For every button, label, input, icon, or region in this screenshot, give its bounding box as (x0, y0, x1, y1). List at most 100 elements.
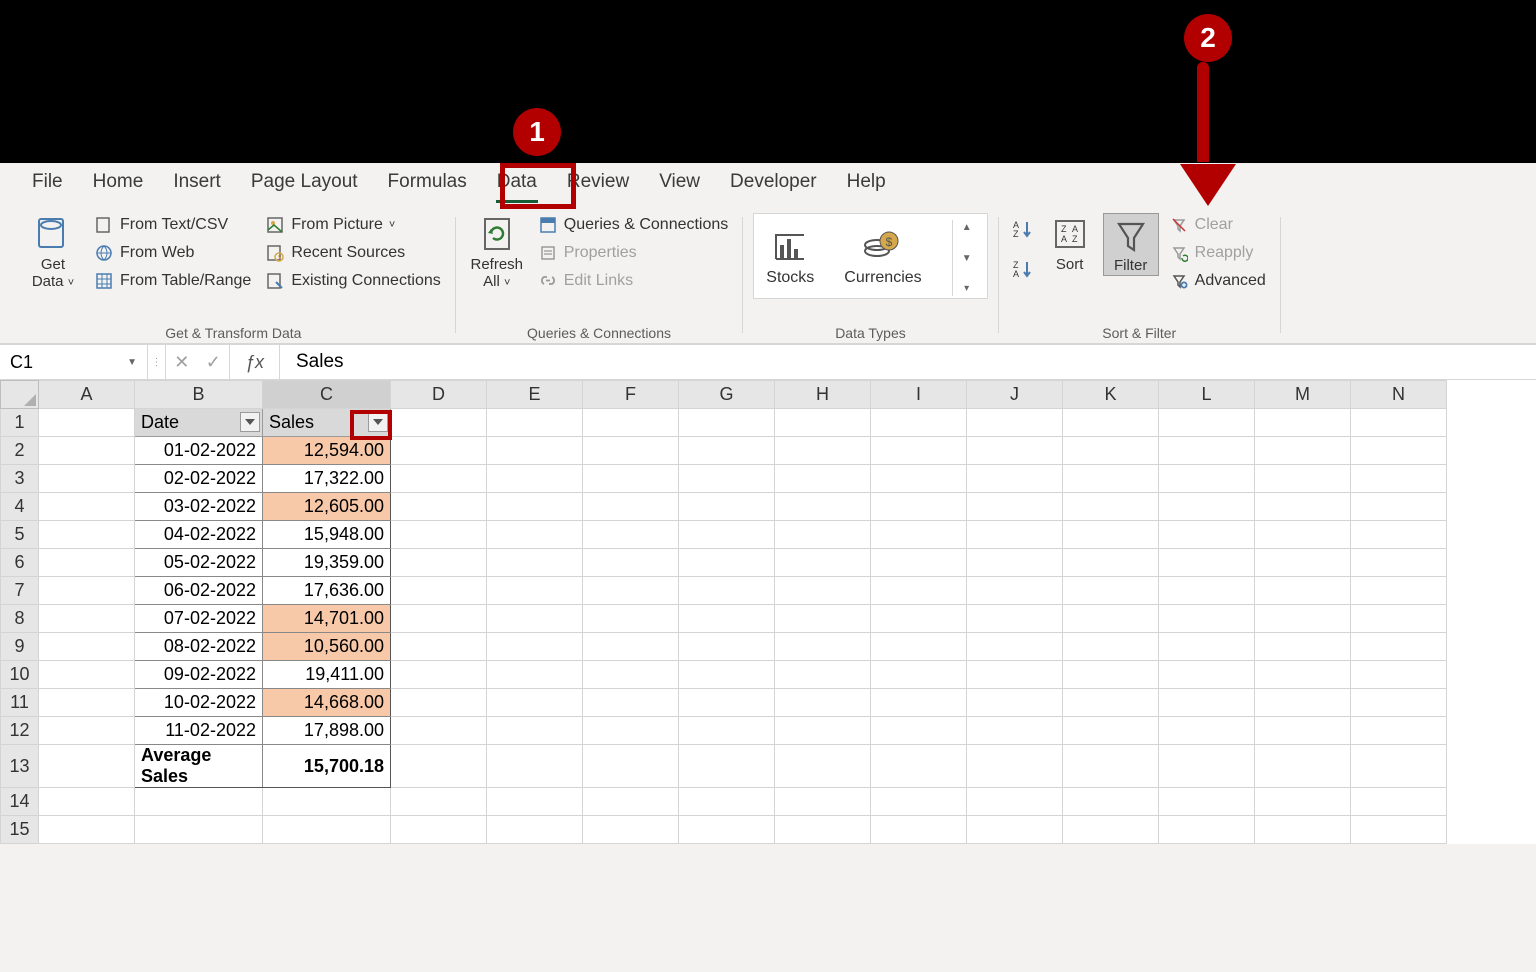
cell-B12[interactable]: 11-02-2022 (135, 717, 263, 745)
cell-L1[interactable] (1159, 409, 1255, 437)
cell-G4[interactable] (679, 493, 775, 521)
cell-D5[interactable] (391, 521, 487, 549)
advanced-button[interactable]: Advanced (1165, 269, 1270, 293)
cell-H10[interactable] (775, 661, 871, 689)
cell-I4[interactable] (871, 493, 967, 521)
cell-G14[interactable] (679, 788, 775, 816)
cell-M1[interactable] (1255, 409, 1351, 437)
cell-M6[interactable] (1255, 549, 1351, 577)
cell-D14[interactable] (391, 788, 487, 816)
cell-J13[interactable] (967, 745, 1063, 788)
cell-C15[interactable] (263, 816, 391, 844)
name-box[interactable]: C1▼ (0, 345, 148, 379)
cell-B10[interactable]: 09-02-2022 (135, 661, 263, 689)
cell-E9[interactable] (487, 633, 583, 661)
cell-D2[interactable] (391, 437, 487, 465)
cell-C13[interactable]: 15,700.18 (263, 745, 391, 788)
cell-M4[interactable] (1255, 493, 1351, 521)
cell-A5[interactable] (39, 521, 135, 549)
cell-C7[interactable]: 17,636.00 (263, 577, 391, 605)
cell-E3[interactable] (487, 465, 583, 493)
cell-I6[interactable] (871, 549, 967, 577)
cell-N3[interactable] (1351, 465, 1447, 493)
cell-L8[interactable] (1159, 605, 1255, 633)
cell-J14[interactable] (967, 788, 1063, 816)
cell-G7[interactable] (679, 577, 775, 605)
cell-N7[interactable] (1351, 577, 1447, 605)
cell-G8[interactable] (679, 605, 775, 633)
cell-F15[interactable] (583, 816, 679, 844)
cell-I15[interactable] (871, 816, 967, 844)
cell-M2[interactable] (1255, 437, 1351, 465)
cell-M7[interactable] (1255, 577, 1351, 605)
col-header-E[interactable]: E (487, 381, 583, 409)
sort-desc-button[interactable]: ZA (1009, 257, 1037, 281)
cell-A15[interactable] (39, 816, 135, 844)
cell-I3[interactable] (871, 465, 967, 493)
cell-B3[interactable]: 02-02-2022 (135, 465, 263, 493)
cell-J4[interactable] (967, 493, 1063, 521)
col-header-I[interactable]: I (871, 381, 967, 409)
col-header-L[interactable]: L (1159, 381, 1255, 409)
cell-H11[interactable] (775, 689, 871, 717)
cell-C11[interactable]: 14,668.00 (263, 689, 391, 717)
col-header-K[interactable]: K (1063, 381, 1159, 409)
cell-C5[interactable]: 15,948.00 (263, 521, 391, 549)
cell-E4[interactable] (487, 493, 583, 521)
row-header-3[interactable]: 3 (1, 465, 39, 493)
cell-D9[interactable] (391, 633, 487, 661)
cell-M5[interactable] (1255, 521, 1351, 549)
queries-connections-button[interactable]: Queries & Connections (534, 213, 733, 237)
col-header-F[interactable]: F (583, 381, 679, 409)
cell-J3[interactable] (967, 465, 1063, 493)
cell-K14[interactable] (1063, 788, 1159, 816)
cell-J10[interactable] (967, 661, 1063, 689)
cell-E6[interactable] (487, 549, 583, 577)
cell-B13[interactable]: Average Sales (135, 745, 263, 788)
cell-D13[interactable] (391, 745, 487, 788)
tab-formulas[interactable]: Formulas (374, 167, 481, 205)
col-header-N[interactable]: N (1351, 381, 1447, 409)
cell-F5[interactable] (583, 521, 679, 549)
cell-K9[interactable] (1063, 633, 1159, 661)
cancel-icon[interactable]: ✕ (174, 352, 189, 373)
cell-K8[interactable] (1063, 605, 1159, 633)
cell-M8[interactable] (1255, 605, 1351, 633)
cell-F12[interactable] (583, 717, 679, 745)
cell-D3[interactable] (391, 465, 487, 493)
cell-I14[interactable] (871, 788, 967, 816)
cell-M11[interactable] (1255, 689, 1351, 717)
fx-icon[interactable]: ƒx (230, 345, 280, 379)
cell-E12[interactable] (487, 717, 583, 745)
cell-B6[interactable]: 05-02-2022 (135, 549, 263, 577)
refresh-all-button[interactable]: Refresh All ˅ (466, 213, 528, 290)
cell-B8[interactable]: 07-02-2022 (135, 605, 263, 633)
cell-N12[interactable] (1351, 717, 1447, 745)
cell-M3[interactable] (1255, 465, 1351, 493)
tab-help[interactable]: Help (833, 167, 900, 205)
cell-H6[interactable] (775, 549, 871, 577)
edit-links-button[interactable]: Edit Links (534, 269, 733, 293)
cell-G9[interactable] (679, 633, 775, 661)
cell-I5[interactable] (871, 521, 967, 549)
cell-H15[interactable] (775, 816, 871, 844)
cell-L4[interactable] (1159, 493, 1255, 521)
cell-I1[interactable] (871, 409, 967, 437)
cell-H13[interactable] (775, 745, 871, 788)
cell-E2[interactable] (487, 437, 583, 465)
cell-F3[interactable] (583, 465, 679, 493)
cell-N13[interactable] (1351, 745, 1447, 788)
get-data-button[interactable]: Get Data ˅ (22, 213, 84, 290)
tab-view[interactable]: View (645, 167, 714, 205)
cell-N11[interactable] (1351, 689, 1447, 717)
cell-H5[interactable] (775, 521, 871, 549)
row-header-15[interactable]: 15 (1, 816, 39, 844)
cell-C6[interactable]: 19,359.00 (263, 549, 391, 577)
cell-F7[interactable] (583, 577, 679, 605)
row-header-12[interactable]: 12 (1, 717, 39, 745)
cell-F4[interactable] (583, 493, 679, 521)
cell-C12[interactable]: 17,898.00 (263, 717, 391, 745)
cell-A4[interactable] (39, 493, 135, 521)
col-header-G[interactable]: G (679, 381, 775, 409)
cell-B4[interactable]: 03-02-2022 (135, 493, 263, 521)
